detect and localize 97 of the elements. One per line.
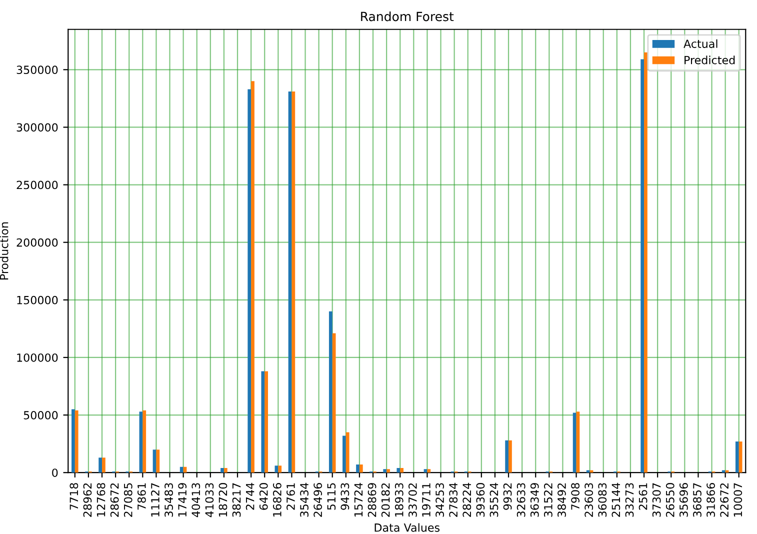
bar xyxy=(644,52,648,473)
x-tick-label: 35483 xyxy=(164,483,173,517)
bar xyxy=(505,440,509,473)
bar xyxy=(292,92,296,473)
bar xyxy=(264,371,268,473)
x-tick-label: 6420 xyxy=(259,483,268,510)
x-tick-label: 35434 xyxy=(300,482,308,517)
y-tick-label: 150000 xyxy=(17,296,58,304)
x-tick-label: 28672 xyxy=(110,483,119,517)
y-tick-label: 100000 xyxy=(17,353,58,362)
legend-label: Predicted xyxy=(684,56,735,64)
x-tick-label: 12768 xyxy=(96,483,106,516)
bar xyxy=(220,468,224,473)
bar xyxy=(386,469,390,473)
x-tick-label: 18933 xyxy=(394,483,404,516)
x-tick-label: 33702 xyxy=(408,483,417,517)
x-axis-title: Data Values xyxy=(374,523,440,532)
x-tick-label: 36349 xyxy=(530,483,539,517)
bar xyxy=(98,458,102,473)
x-tick-label: 18720 xyxy=(218,483,228,516)
x-tick-label: 9932 xyxy=(503,483,512,510)
x-tick-label: 26496 xyxy=(314,483,322,517)
bar xyxy=(156,450,160,473)
x-tick-label: 28224 xyxy=(462,482,472,517)
x-tick-label: 39360 xyxy=(476,483,485,517)
x-tick-label: 22672 xyxy=(720,483,729,517)
x-tick-label: 28869 xyxy=(368,483,376,517)
x-tick-label: 9433 xyxy=(340,483,350,510)
x-tick-label: 32633 xyxy=(516,483,526,517)
bar xyxy=(735,442,739,473)
legend-label: Actual xyxy=(684,39,718,48)
x-tick-label: 25144 xyxy=(612,482,620,517)
bar xyxy=(248,89,252,473)
y-tick-label: 250000 xyxy=(16,180,58,190)
bar xyxy=(586,470,590,473)
x-tick-label: 26550 xyxy=(666,483,674,517)
bar xyxy=(342,436,346,473)
x-tick-label: 40413 xyxy=(192,483,200,518)
bar xyxy=(102,458,106,473)
bar xyxy=(508,440,512,473)
bar xyxy=(328,311,332,473)
bar xyxy=(74,410,78,473)
x-tick-label: 36857 xyxy=(693,483,702,517)
x-tick-label: 38217 xyxy=(232,483,241,517)
bar xyxy=(142,410,146,473)
x-tick-label: 41033 xyxy=(205,483,214,518)
x-tick-label: 15724 xyxy=(354,482,363,516)
bar xyxy=(278,466,282,473)
y-tick-label: 200000 xyxy=(16,238,58,247)
x-tick-label: 2761 xyxy=(286,483,295,510)
x-tick-label: 38492 xyxy=(558,483,566,517)
bar xyxy=(738,442,742,473)
bar xyxy=(180,466,184,473)
bar xyxy=(427,469,431,473)
x-tick-label: 16826 xyxy=(272,483,282,516)
x-tick-label: 36083 xyxy=(598,483,607,517)
x-tick-label: 11127 xyxy=(151,483,160,516)
bar xyxy=(400,468,404,473)
x-tick-label: 17419 xyxy=(178,483,187,516)
x-tick-label: 31866 xyxy=(706,483,715,517)
x-tick-label: 2744 xyxy=(246,482,254,510)
bar xyxy=(72,409,75,473)
bar xyxy=(356,464,360,473)
y-tick-label: 0 xyxy=(52,468,58,477)
x-tick-label: 10007 xyxy=(734,483,742,516)
bar xyxy=(346,432,350,473)
x-tick-label: 20182 xyxy=(381,483,390,517)
x-tick-label: 35524 xyxy=(490,482,498,517)
bar xyxy=(224,468,228,473)
y-axis-title: Production xyxy=(0,222,8,280)
bar xyxy=(359,464,363,473)
x-tick-label: 2561 xyxy=(638,483,648,510)
y-tick-label: 350000 xyxy=(16,66,58,74)
x-tick-label: 28962 xyxy=(83,483,92,517)
chart-title: Random Forest xyxy=(361,12,454,22)
x-tick-label: 23603 xyxy=(584,483,594,517)
x-tick-label: 35696 xyxy=(679,483,688,517)
x-tick-label: 7908 xyxy=(571,483,580,510)
bar xyxy=(722,470,726,473)
x-tick-label: 19711 xyxy=(422,483,430,516)
x-tick-label: 27085 xyxy=(124,483,132,517)
x-tick-label: 27834 xyxy=(449,482,458,517)
bar xyxy=(640,59,644,473)
x-tick-label: 34253 xyxy=(436,483,444,517)
x-tick-label: 31522 xyxy=(544,483,552,517)
y-tick-label: 50000 xyxy=(24,411,58,420)
bar xyxy=(251,81,254,473)
x-tick-label: 37307 xyxy=(652,483,661,517)
x-tick-label: 33273 xyxy=(625,483,634,517)
y-tick-label: 300000 xyxy=(16,123,58,132)
bar xyxy=(396,468,400,473)
x-tick-label: 7861 xyxy=(137,483,146,510)
x-tick-label: 5115 xyxy=(327,483,336,510)
bar xyxy=(383,469,387,473)
bar xyxy=(572,412,576,473)
bar xyxy=(261,371,265,473)
x-tick-label: 7718 xyxy=(70,483,78,510)
